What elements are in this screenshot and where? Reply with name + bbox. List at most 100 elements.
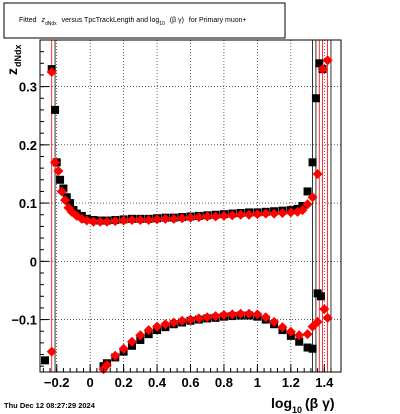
data-point — [235, 209, 246, 220]
data-point — [297, 205, 308, 216]
data-point — [218, 309, 229, 320]
error-bars — [51, 40, 332, 372]
data-point — [193, 212, 204, 223]
data-point — [51, 105, 60, 114]
data-point — [210, 211, 221, 222]
data-point — [277, 207, 288, 218]
x-tick-label: 0.8 — [215, 375, 233, 390]
y-tick-label: 0.1 — [19, 196, 37, 211]
data-point — [322, 55, 333, 66]
data-point — [185, 212, 196, 223]
data-point — [260, 312, 271, 323]
x-tick-label: 1.2 — [282, 375, 300, 390]
data-point — [152, 214, 163, 225]
data-point — [294, 330, 305, 341]
data-point — [41, 356, 50, 365]
x-axis-title: log10 (β γ) — [271, 395, 335, 414]
data-point — [160, 213, 171, 224]
x-tick-label: 1.4 — [315, 375, 334, 390]
data-point — [168, 213, 179, 224]
data-point — [302, 199, 313, 210]
data-point — [185, 314, 196, 325]
data-point — [110, 350, 121, 361]
data-point — [252, 209, 263, 220]
data-point — [269, 316, 280, 327]
chart-title: Fitted zdNdx versus TpcTrackLength and l… — [19, 17, 247, 27]
data-point — [277, 322, 288, 333]
data-point — [322, 312, 333, 323]
data-point — [46, 346, 57, 357]
data-point — [317, 64, 328, 75]
data-point — [81, 215, 92, 226]
timestamp: Thu Dec 12 08:27:29 2024 — [4, 401, 96, 410]
x-tick-label: 0 — [87, 375, 94, 390]
data-point — [319, 304, 330, 315]
data-point — [311, 94, 320, 103]
data-point — [118, 343, 129, 354]
data-point — [227, 210, 238, 221]
data-point — [285, 207, 296, 218]
data-point — [302, 329, 313, 340]
data-point — [244, 308, 255, 319]
x-tick-label: −0.2 — [44, 375, 70, 390]
data-point — [56, 175, 65, 184]
data-point — [218, 210, 229, 221]
data-point — [110, 216, 121, 227]
data-point — [295, 337, 304, 346]
data-point — [308, 158, 317, 167]
data-point — [66, 199, 75, 208]
y-tick-label: 0 — [30, 254, 37, 269]
data-point — [177, 315, 188, 326]
data-point — [202, 211, 213, 222]
data-point — [269, 208, 280, 219]
data-point — [95, 216, 106, 227]
data-point — [168, 317, 179, 328]
x-tick-label: 0.2 — [115, 375, 133, 390]
data-point — [193, 313, 204, 324]
y-tick-label: −0.1 — [11, 313, 37, 328]
y-tick-label: 0.3 — [19, 80, 37, 95]
x-tick-label: 0.4 — [148, 375, 167, 390]
data-point — [210, 311, 221, 322]
data-point — [308, 344, 317, 353]
data-point — [177, 213, 188, 224]
data-point — [312, 316, 323, 327]
data-point — [244, 209, 255, 220]
data-point — [56, 186, 67, 197]
data-point — [46, 67, 57, 78]
data-point — [315, 59, 324, 68]
data-point — [101, 360, 112, 371]
y-tick-label: 0.2 — [19, 138, 37, 153]
data-point — [152, 321, 163, 332]
data-markers — [41, 55, 333, 375]
data-point — [307, 192, 318, 203]
data-point — [252, 309, 263, 320]
data-point — [143, 214, 154, 225]
data-point — [101, 216, 112, 227]
data-point — [143, 325, 154, 336]
data-point — [50, 157, 61, 168]
data-point — [118, 215, 129, 226]
data-point — [303, 187, 312, 196]
data-point — [126, 336, 137, 347]
title-box — [3, 2, 286, 39]
data-point — [303, 343, 312, 352]
data-point — [312, 168, 323, 179]
data-point — [260, 208, 271, 219]
y-axis-title: zdNdx — [4, 45, 23, 76]
data-point — [235, 308, 246, 319]
data-point — [202, 312, 213, 323]
x-tick-label: 0.6 — [181, 375, 199, 390]
data-point — [135, 214, 146, 225]
data-point — [53, 166, 64, 177]
x-tick-label: 1 — [254, 375, 261, 390]
data-point — [160, 319, 171, 330]
data-point — [135, 330, 146, 341]
data-point — [88, 216, 99, 227]
data-point — [227, 309, 238, 320]
axis-ticks: −0.2 0 0.2 0.4 0.6 0.8 1 1.2 1.4 0.3 0.2 0.1 0 −0.1 — [11, 51, 334, 390]
data-point — [126, 214, 137, 225]
data-point — [285, 326, 296, 337]
data-point — [60, 195, 71, 206]
